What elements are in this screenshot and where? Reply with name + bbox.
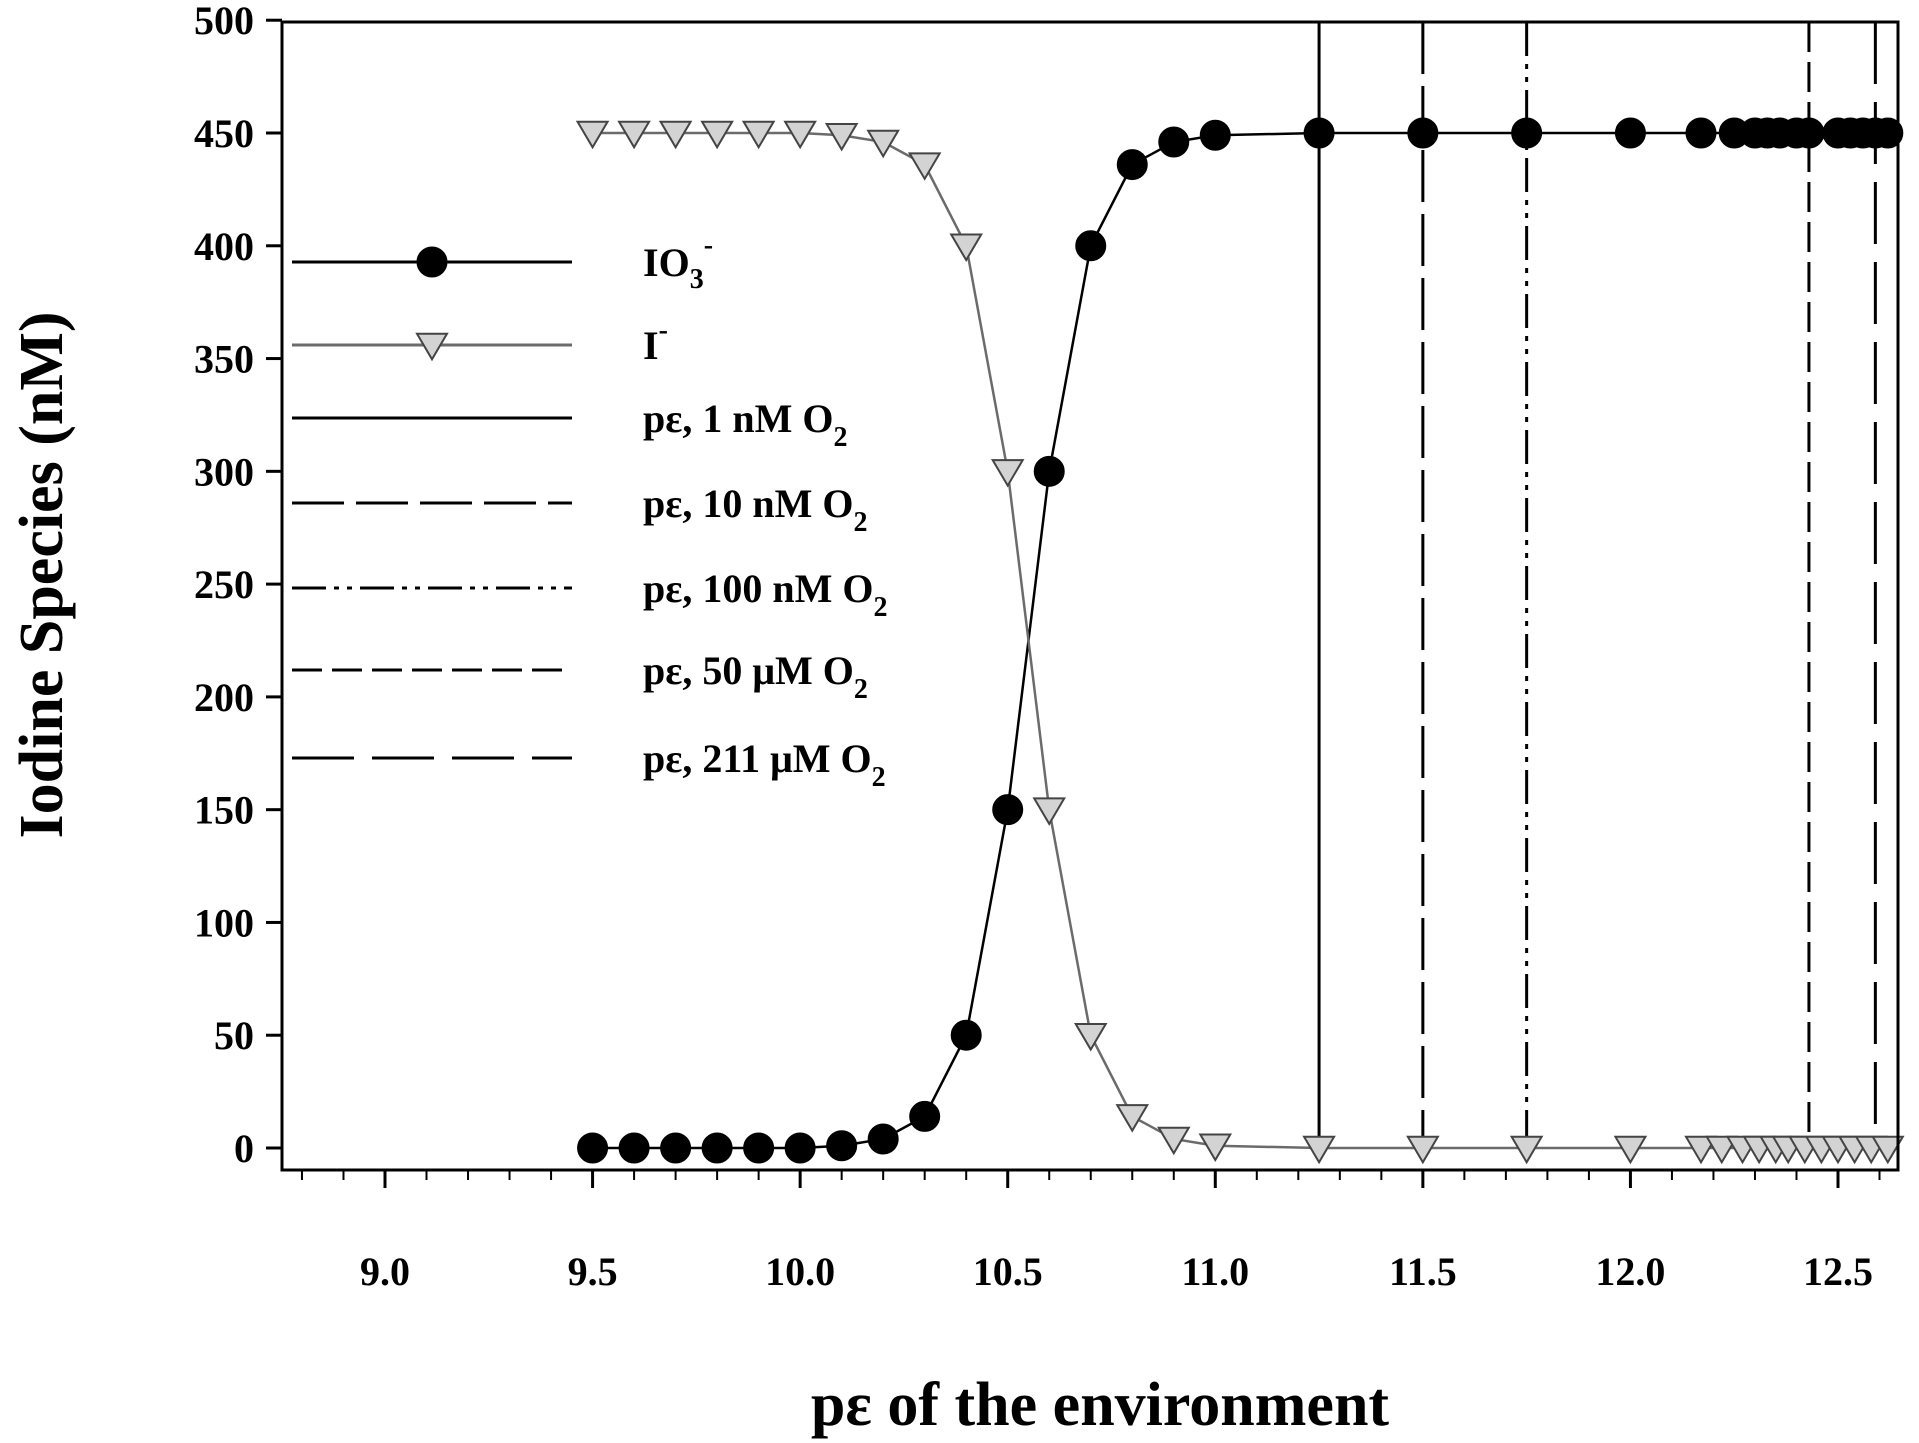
data-point xyxy=(824,123,859,152)
data-point xyxy=(617,120,651,150)
data-point xyxy=(992,794,1024,826)
legend-entry: pε, 1 nM O2 xyxy=(292,396,847,453)
y-tick-label: 350 xyxy=(194,337,254,382)
data-point xyxy=(826,1130,858,1162)
series-layer xyxy=(575,117,1905,1165)
data-point xyxy=(1613,1135,1648,1165)
data-point xyxy=(1793,117,1825,149)
x-tick-label: 12.0 xyxy=(1595,1249,1665,1294)
y-tick-label: 150 xyxy=(194,788,254,833)
data-point xyxy=(1032,797,1066,826)
reference-lines xyxy=(1317,22,1877,1148)
legend-marker xyxy=(416,246,448,278)
y-tick-label: 50 xyxy=(214,1013,254,1058)
data-point xyxy=(784,1132,816,1164)
data-point xyxy=(867,1123,899,1155)
x-axis-title: pε of the environment xyxy=(811,1371,1390,1439)
data-point xyxy=(949,233,983,263)
x-tick-label: 10.0 xyxy=(765,1249,835,1294)
data-point xyxy=(1075,230,1107,262)
legend-label: pε, 1 nM O2 xyxy=(643,396,847,453)
data-point xyxy=(1303,117,1335,149)
data-point xyxy=(1407,117,1439,149)
y-tick-label: 200 xyxy=(194,675,254,720)
x-tick-label: 9.0 xyxy=(360,1249,410,1294)
y-tick-label: 250 xyxy=(194,562,254,607)
data-point xyxy=(700,120,734,150)
y-tick-label: 450 xyxy=(194,111,254,156)
legend-marker xyxy=(415,332,449,362)
legend-label: pε, 10 nM O2 xyxy=(643,481,867,538)
y-axis-title: Iodine Species (nM) xyxy=(8,312,76,839)
series-line xyxy=(592,131,1888,1150)
plot-frame xyxy=(280,20,1900,1172)
y-tick-label: 500 xyxy=(194,0,254,43)
legend-label: pε, 211 μM O2 xyxy=(643,736,886,793)
legend-entry: pε, 211 μM O2 xyxy=(292,736,886,793)
y-tick-label: 400 xyxy=(194,224,254,269)
data-point xyxy=(1115,1104,1150,1133)
data-point xyxy=(741,120,776,150)
data-point xyxy=(577,1132,609,1164)
x-tick-label: 11.5 xyxy=(1389,1249,1457,1294)
data-point xyxy=(950,1019,982,1051)
data-point xyxy=(1199,119,1231,151)
legend-entry: I- xyxy=(292,315,668,368)
data-point xyxy=(1073,1022,1108,1052)
x-tick-label: 10.5 xyxy=(973,1249,1043,1294)
data-point xyxy=(1198,1133,1233,1162)
data-point xyxy=(1511,117,1543,149)
x-tick-label: 9.5 xyxy=(568,1249,618,1294)
legend-label: I- xyxy=(643,315,668,368)
data-point xyxy=(1685,117,1717,149)
data-point xyxy=(743,1132,775,1164)
y-tick-label: 100 xyxy=(194,900,254,945)
data-point xyxy=(907,152,942,181)
data-point xyxy=(1158,126,1190,158)
data-point xyxy=(1872,117,1904,149)
data-point xyxy=(1157,1126,1191,1156)
data-point xyxy=(1705,1135,1739,1165)
data-point xyxy=(990,459,1025,488)
x-axis: 9.0 9.5 10.0 10.5 11.0 11.5 12.0 12.5 xyxy=(300,1170,1881,1294)
legend-label: pε, 100 nM O2 xyxy=(643,566,887,623)
data-point xyxy=(618,1132,650,1164)
data-point xyxy=(1684,1135,1718,1165)
data-point xyxy=(1302,1135,1336,1165)
x-tick-label: 11.0 xyxy=(1181,1249,1249,1294)
data-point xyxy=(783,120,817,150)
legend-entry: pε, 100 nM O2 xyxy=(292,566,887,623)
legend: IO3- I-pε, 1 nM O2 pε, 10 nM O2 pε, 100 nM … xyxy=(292,230,887,793)
data-point xyxy=(701,1132,733,1164)
y-tick-label: 300 xyxy=(194,449,254,494)
data-point xyxy=(1614,117,1646,149)
data-point xyxy=(1033,455,1065,487)
data-point xyxy=(909,1100,941,1132)
data-point xyxy=(1509,1135,1544,1165)
data-point xyxy=(1871,1135,1905,1165)
data-point xyxy=(1116,149,1148,181)
data-point xyxy=(866,129,900,159)
y-axis: 0 50 100 150 200 250 300 350 400 450 500 xyxy=(194,0,282,1171)
data-point xyxy=(660,1132,692,1164)
legend-label: IO3- xyxy=(643,230,713,295)
data-point xyxy=(658,120,693,150)
data-point xyxy=(575,120,610,150)
legend-label: pε, 50 μM O2 xyxy=(643,648,868,705)
legend-entry: IO3- xyxy=(292,230,713,295)
series-line xyxy=(592,131,1888,1150)
y-tick-label: 0 xyxy=(234,1126,254,1171)
legend-entry: pε, 50 μM O2 xyxy=(292,648,868,705)
legend-entry: pε, 10 nM O2 xyxy=(292,481,867,538)
data-point xyxy=(1406,1135,1440,1165)
x-tick-label: 12.5 xyxy=(1803,1249,1873,1294)
